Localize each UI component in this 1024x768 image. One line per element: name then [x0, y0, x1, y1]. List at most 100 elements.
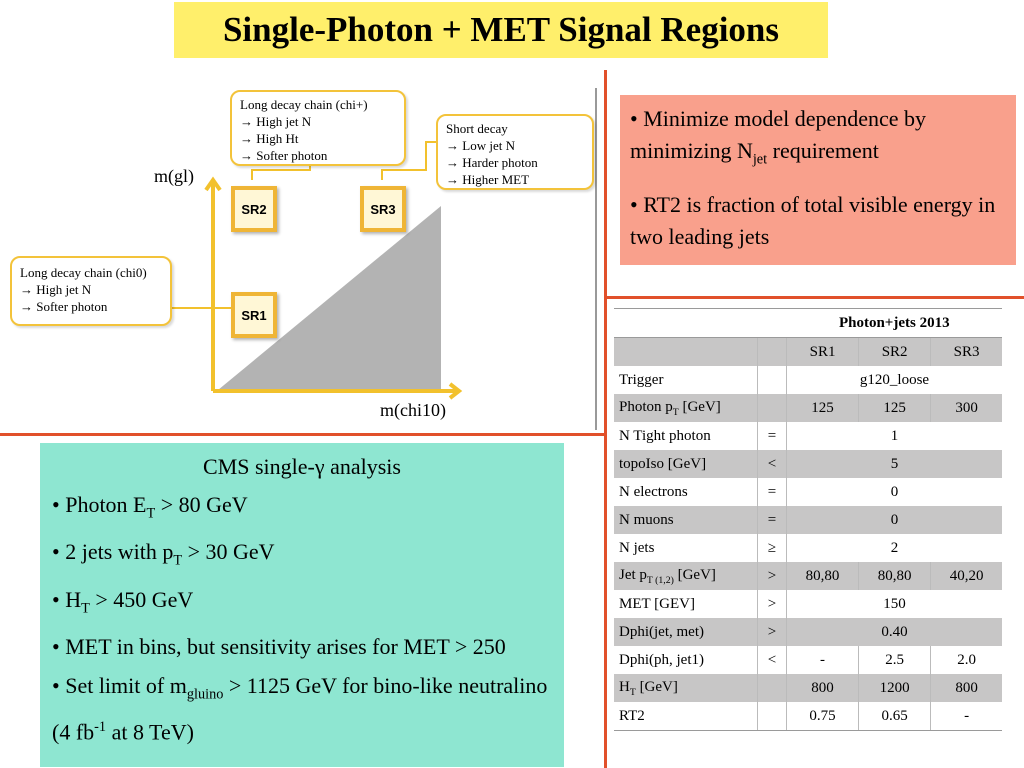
x-axis-arrow-icon [448, 382, 463, 400]
row-value: 80,80 [858, 562, 931, 590]
selection-table: Photon+jets 2013 SR1 SR2 SR3 Trigger g120… [614, 308, 1002, 731]
bullet-text: • Minimize model dependence by minimizin… [630, 106, 927, 163]
header-sr2: SR2 [858, 337, 931, 366]
bullet-rt2-definition: • RT2 is fraction of total visible energ… [630, 192, 996, 250]
bullet-photon-et: • Photon ET > 80 GeV [52, 489, 552, 529]
row-operator: = [757, 478, 787, 506]
row-label-text: Photon p [619, 398, 673, 415]
table-row: N muons = 0 [614, 506, 1002, 534]
row-label: Dphi(ph, jet1) [614, 646, 758, 674]
row-operator: > [757, 618, 787, 646]
row-label-text: H [619, 678, 630, 695]
row-label-text: Dphi(jet, met) [619, 623, 704, 640]
header-op-blank [757, 337, 787, 366]
row-value: 125 [858, 394, 931, 422]
table-row: RT2 0.75 0.65- [614, 702, 1002, 731]
row-value: 800 [785, 674, 859, 702]
row-label-text: MET [GEV] [619, 595, 695, 612]
bullet-text: • H [52, 586, 82, 612]
callout-long-decay-chi-plus: Long decay chain (chi+) → High jet N → H… [230, 90, 406, 166]
bullet-text: > 1125 GeV for bino-like neutralino (4 f… [52, 673, 548, 744]
callout-line: → Low jet N [446, 138, 515, 153]
table-row: Dphi(ph, jet1) < -2.5 2.0 [614, 646, 1002, 674]
row-label: N electrons [614, 478, 758, 506]
bullet-subscript: T [146, 505, 156, 522]
bullet-text: • Photon E [52, 492, 147, 517]
row-operator: ≥ [757, 534, 787, 562]
callout-line: → High jet N [20, 282, 92, 297]
bullet-met-bins: • MET in bins, but sensitivity arises fo… [52, 634, 506, 660]
row-value: 2.5 [858, 646, 931, 674]
row-operator: = [757, 422, 787, 450]
row-label-text: N jets [619, 539, 655, 556]
row-value: 0 [786, 478, 1002, 506]
callout-title: Long decay chain (chi0) [20, 265, 147, 280]
sr3-box: SR3 [360, 186, 406, 232]
bullet-subscript: gluino [186, 686, 224, 703]
callout-long-decay-chi0: Long decay chain (chi0) → High jet N → S… [10, 256, 172, 326]
callout-line: → Softer photon [240, 148, 328, 163]
row-operator [757, 394, 787, 422]
table-header-row: SR1 SR2 SR3 [614, 337, 1002, 366]
y-axis-label: m(gl) [154, 166, 194, 186]
row-value: 2 [786, 534, 1002, 562]
row-value: 0.75 [785, 702, 859, 731]
row-operator: < [757, 646, 787, 674]
row-value: 0.40 [786, 618, 1002, 646]
bullet-jets-pt: • 2 jets with pT > 30 GeV [52, 536, 552, 576]
model-dependence-note: • Minimize model dependence by minimizin… [620, 95, 1016, 265]
row-operator: > [757, 562, 787, 590]
row-label: RT2 [614, 702, 758, 731]
row-label: N jets [614, 534, 758, 562]
row-label: N Tight photon [614, 422, 758, 450]
row-label-text: N electrons [619, 483, 688, 500]
bullet-subscript: jet [752, 151, 768, 168]
table-body: Trigger g120_loose Photon pT [GeV] 125 125 30… [614, 366, 1002, 731]
table-row: Dphi(jet, met) >0.40 [614, 618, 1002, 646]
row-value: 800 [930, 674, 1002, 702]
row-value: 300 [930, 394, 1002, 422]
table-caption-row: Photon+jets 2013 [614, 308, 1002, 338]
row-value: 125 [785, 394, 859, 422]
table-row: Photon pT [GeV] 125 125 300 [614, 394, 1002, 422]
table-row: N jets ≥2 [614, 534, 1002, 562]
row-label: Trigger [614, 366, 758, 394]
callout-line: → Harder photon [446, 155, 538, 170]
y-axis-arrow-icon [204, 176, 222, 192]
table-row: MET [GEV] >150 [614, 590, 1002, 618]
bullet-superscript: -1 [94, 718, 107, 735]
signal-region-diagram: Long decay chain (chi+) → High jet N → H… [0, 70, 600, 430]
row-value: - [930, 702, 1002, 731]
row-label-subscript: T [629, 686, 636, 698]
row-operator: < [757, 450, 787, 478]
callout-line: → Higher MET [446, 172, 530, 187]
bullet-gluino-limit: • Set limit of mgluino > 1125 GeV for bi… [52, 670, 552, 748]
row-value: 0 [786, 506, 1002, 534]
bullet-subscript: T [81, 600, 90, 617]
row-operator [757, 674, 787, 702]
row-operator: = [757, 506, 787, 534]
row-operator [757, 366, 787, 394]
callout-line: → High jet N [240, 114, 312, 129]
row-value: 0.65 [858, 702, 931, 731]
table-row: topoIso [GeV] <5 [614, 450, 1002, 478]
bullet-text: at 8 TeV) [106, 718, 194, 744]
row-label-text: topoIso [GeV] [619, 455, 707, 472]
row-label: N muons [614, 506, 758, 534]
row-label-text: Trigger [619, 371, 664, 388]
sr2-box: SR2 [231, 186, 277, 232]
bullet-ht: • HT > 450 GeV [52, 584, 552, 624]
bullet-minimize-model-dependence: • Minimize model dependence by minimizin… [630, 103, 1006, 175]
table-row: HT [GeV] 800 1200 800 [614, 674, 1002, 702]
bullet-subscript: T [173, 552, 183, 569]
row-label: MET [GEV] [614, 590, 758, 618]
callout-line: → Softer photon [20, 299, 108, 314]
callout-title: Short decay [446, 121, 508, 136]
row-label-unit: [GeV] [635, 678, 678, 695]
table-corner [614, 308, 787, 338]
bullet-text: > 80 GeV [155, 492, 248, 517]
slide-title: Single-Photon + MET Signal Regions [174, 2, 828, 58]
row-operator: > [757, 590, 787, 618]
header-sr1: SR1 [785, 337, 859, 366]
row-label: Photon pT [GeV] [614, 394, 758, 422]
